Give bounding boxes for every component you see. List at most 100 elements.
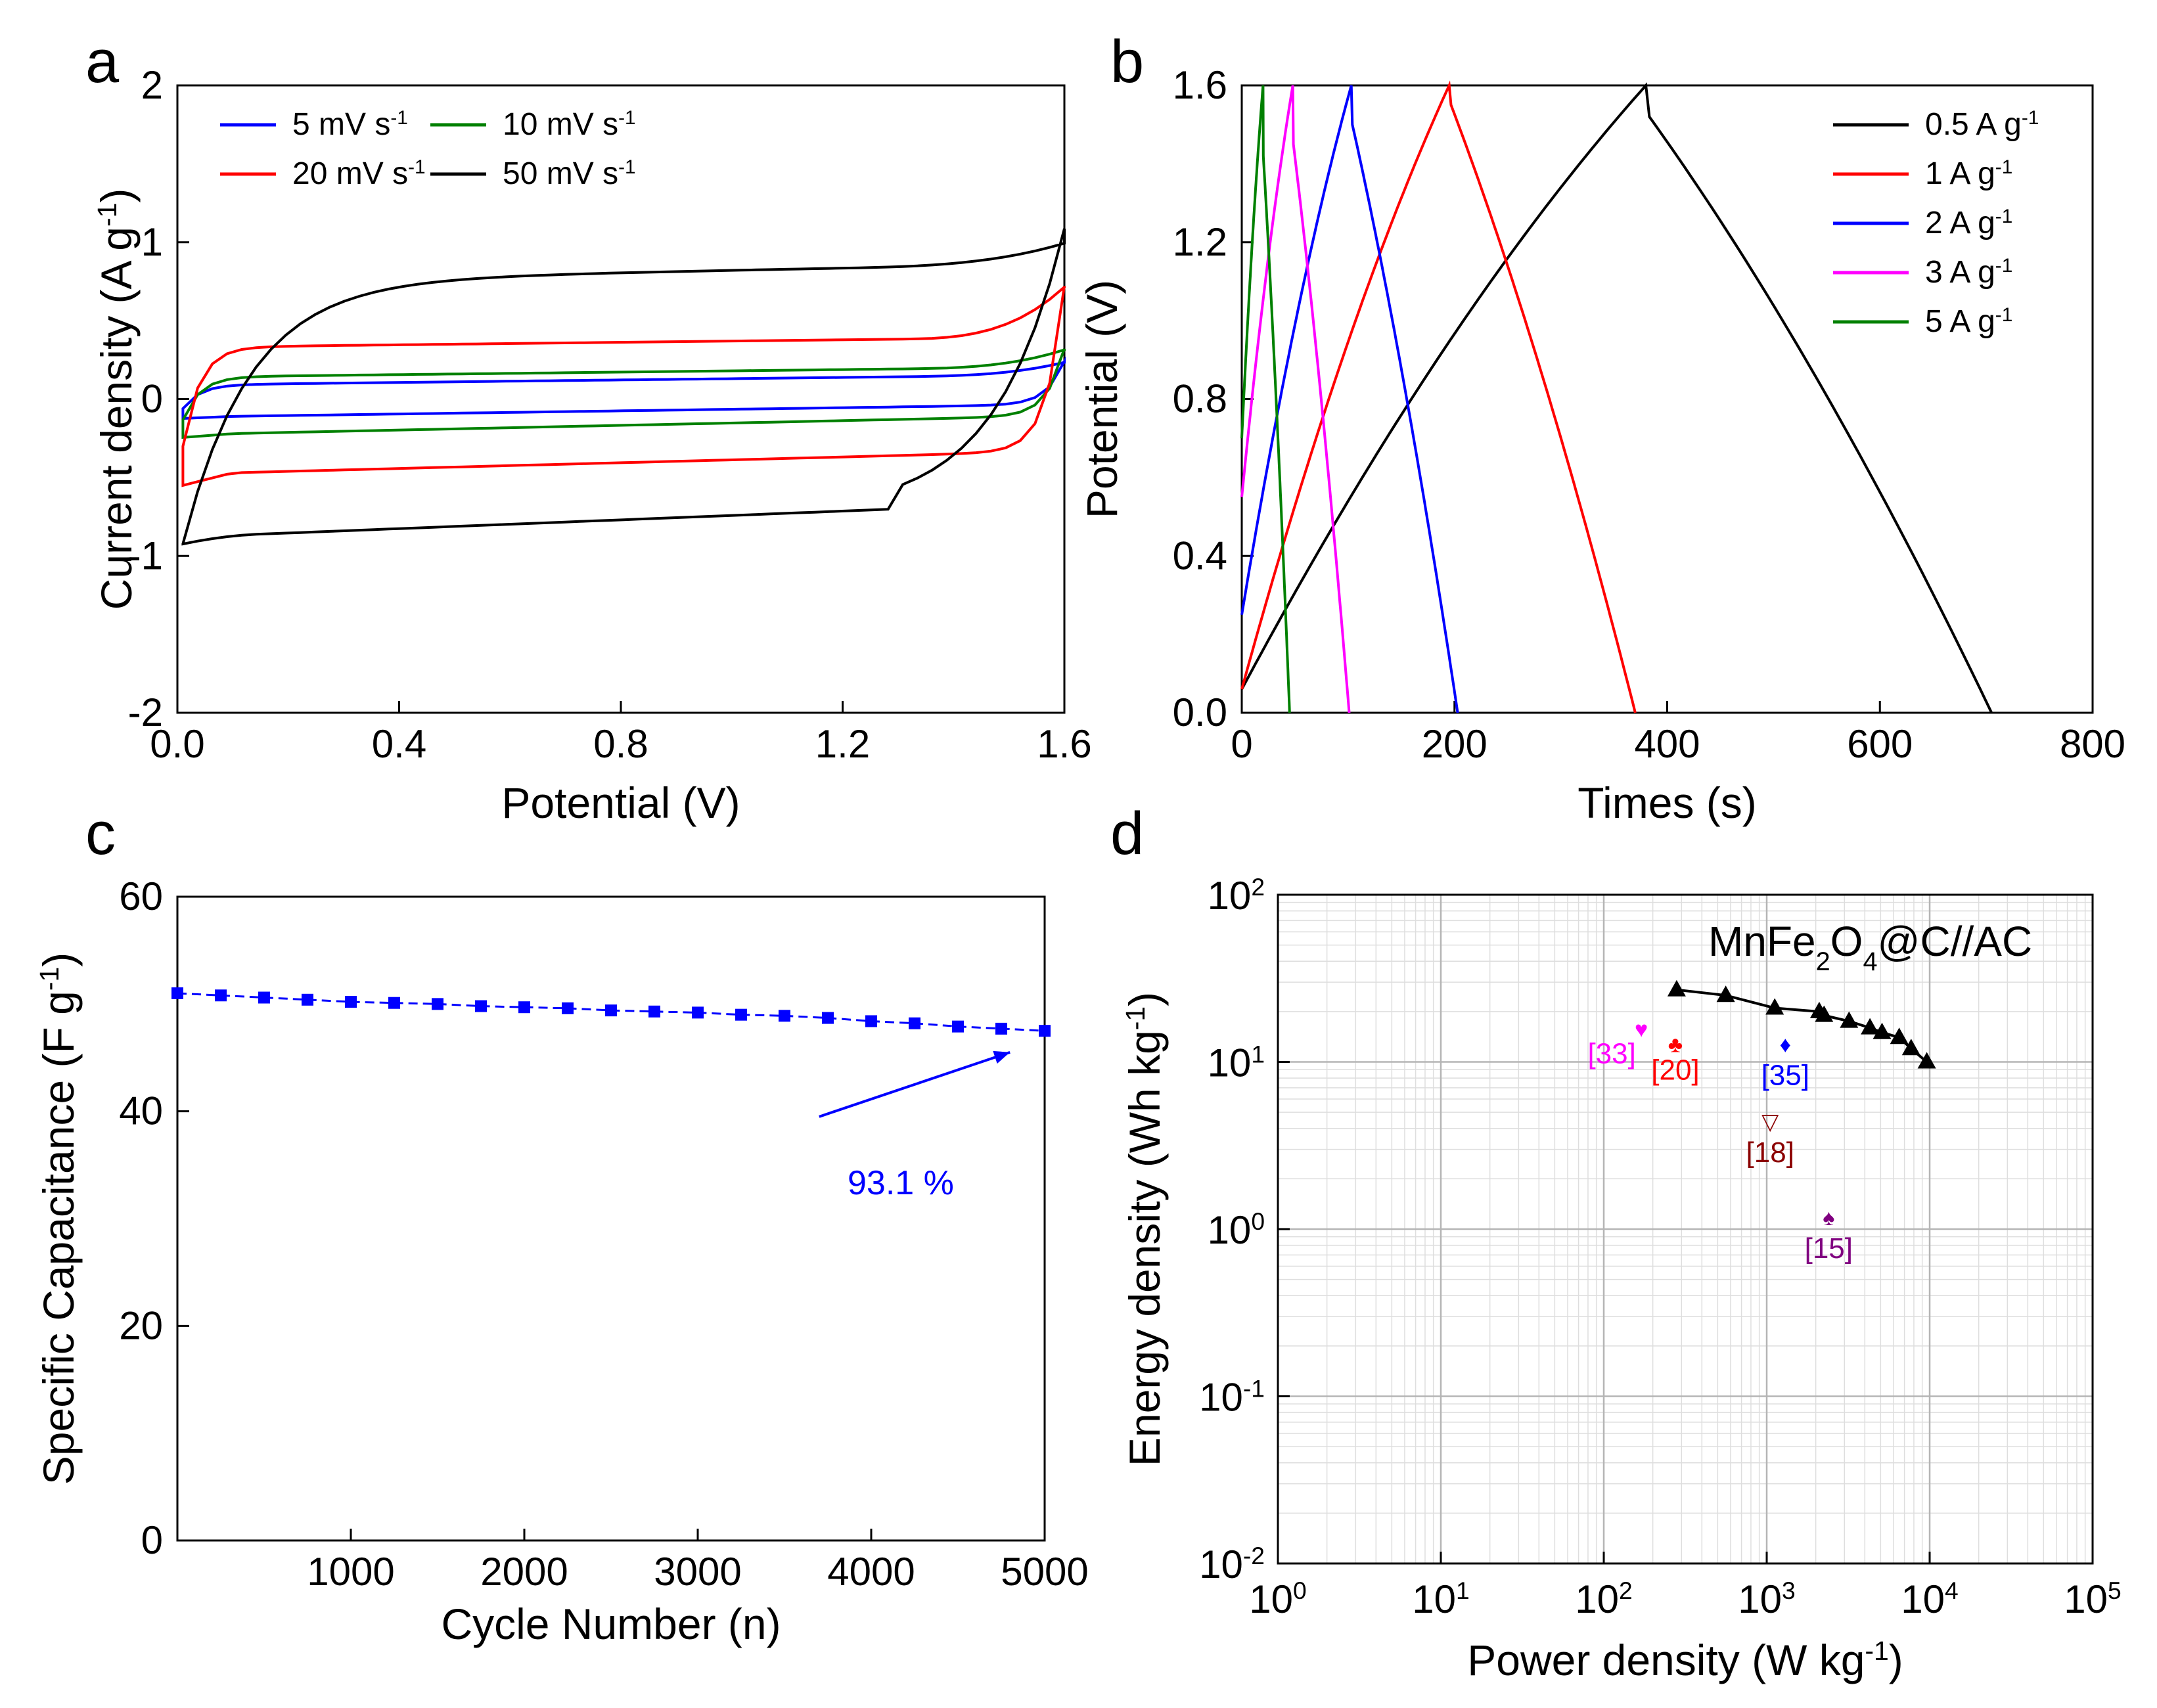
panel-c-x-tick-label: 2000: [480, 1550, 568, 1594]
panel-c-data-point: [995, 1022, 1007, 1035]
panel-d-y-tick-label: 10-1: [1199, 1375, 1265, 1420]
panel-a-x-tick-label: 1.6: [1037, 722, 1091, 766]
panel-d-data-point: [1815, 1005, 1834, 1022]
panel-d-reference-label: [35]: [1761, 1060, 1809, 1092]
panel-b-series-line: [1240, 82, 1993, 713]
panel-c-data-point: [865, 1015, 877, 1027]
panel-c-data-point: [432, 998, 443, 1010]
panel-c-data-point: [822, 1012, 834, 1024]
panel-a-legend: 5 mV s-1 10 mV s-1 20 mV s-1 50 mV s-1: [220, 107, 636, 192]
panel-b-legend-label: 0.5 A g-1: [1925, 107, 2039, 143]
panel-d-data-point: [1716, 985, 1735, 1002]
panel-a-x-tick-label: 0.4: [372, 722, 426, 766]
panel-d-reference-marker: ▽: [1761, 1110, 1779, 1135]
panel-c-data-point: [518, 1001, 530, 1014]
panel-a-legend-label: 20 mV s-1: [292, 156, 426, 192]
panel-b-y-tick-label: 1.6: [1173, 63, 1227, 107]
panel-b-x-tick-label: 200: [1422, 722, 1487, 766]
panel-c-data-point: [692, 1006, 704, 1019]
panel-a-legend-label: 50 mV s-1: [503, 156, 636, 192]
panel-c-x-axis-label: Cycle Number (n): [441, 1600, 781, 1648]
panel-a-series-line: [181, 286, 1066, 487]
panel-d-data-point: [1901, 1039, 1920, 1056]
panel-a-chart: 0.0 0.4 0.8 1.2 1.6 -2 -1 0 1 2 Potential (V) Curre…: [92, 63, 1092, 827]
panel-d-reference-marker: ♦: [1780, 1033, 1791, 1058]
panel-b-x-axis-label: Times (s): [1578, 778, 1757, 827]
panel-c-data-point: [952, 1020, 964, 1033]
panel-b-y-tick-label: 0.0: [1173, 690, 1227, 734]
panel-d-reference-marker: ♣: [1668, 1033, 1683, 1058]
panel-d-reference-label: [18]: [1746, 1136, 1794, 1169]
panel-b-y-axis-label: Potential (V): [1078, 280, 1126, 518]
panel-b-legend-label: 1 A g-1: [1925, 156, 2012, 192]
panel-c-data-point: [215, 989, 227, 1002]
panel-c-y-tick-label: 0: [141, 1518, 163, 1562]
panel-a-y-tick-label: -1: [128, 533, 163, 577]
panel-b-x-tick-label: 600: [1847, 722, 1913, 766]
panel-d-y-tick-label: 101: [1208, 1041, 1265, 1085]
panel-c-data-point: [258, 991, 270, 1004]
panel-a-y-tick-label: 2: [141, 63, 163, 107]
panel-a-legend-label: 10 mV s-1: [503, 107, 636, 143]
panel-d-reference-label: [33]: [1587, 1038, 1635, 1070]
panel-d-y-tick-label: 100: [1208, 1207, 1265, 1252]
panel-a-y-tick-label: -2: [128, 690, 163, 734]
panel-c-data-point: [735, 1008, 747, 1021]
panel-d-y-axis-label: Energy density (Wh kg-1): [1120, 992, 1169, 1466]
panel-b-y-tick-label: 0.4: [1173, 533, 1227, 577]
panel-letter-d: d: [1110, 800, 1144, 867]
panel-d-series-line: [1676, 988, 1928, 1064]
panel-a-series-line: [181, 228, 1066, 546]
panel-a-x-tick-label: 1.2: [815, 722, 870, 766]
panel-b-series-line: [1240, 85, 1351, 713]
panel-c-y-tick-label: 60: [119, 874, 163, 918]
panel-b-x-tick-label: 800: [2060, 722, 2125, 766]
panel-b-legend: 0.5 A g-1 1 A g-1 2 A g-1 3 A g-1 5 A g-1: [1833, 107, 2039, 339]
panel-b-legend-label: 3 A g-1: [1925, 255, 2012, 290]
panel-b-chart: 0 200 400 600 800 0.0 0.4 0.8 1.2 1.6 Times (s) Pot…: [1078, 63, 2125, 827]
panel-c-data-point: [779, 1010, 790, 1022]
panel-d-data-point: [1840, 1011, 1859, 1028]
panel-c-data-point: [605, 1004, 617, 1017]
panel-d-x-tick-label: 103: [1738, 1577, 1795, 1621]
panel-c-data-point: [1039, 1025, 1051, 1037]
panel-c-y-tick-label: 20: [119, 1303, 163, 1347]
panel-b-series-line: [1240, 80, 1637, 713]
panel-c-y-tick-label: 40: [119, 1089, 163, 1133]
panel-a-series-line: [181, 348, 1066, 439]
panel-d-data-point: [1917, 1052, 1936, 1069]
panel-a-y-axis-label: Current density (A g-1): [92, 189, 141, 610]
panel-a-series-line: [181, 356, 1066, 420]
panel-d-x-tick-label: 101: [1412, 1577, 1469, 1621]
panel-c-data-point: [171, 987, 183, 999]
panel-d-x-tick-label: 100: [1249, 1577, 1306, 1621]
panel-c-chart: 1000 2000 3000 4000 5000 0 20 40 60 Cycle Number …: [34, 874, 1089, 1648]
panel-d-x-tick-label: 104: [1901, 1577, 1958, 1621]
panel-d-data-point: [1765, 998, 1784, 1015]
panel-d-data-point: [1861, 1018, 1880, 1035]
panel-d-reference-marker: ♥: [1635, 1018, 1648, 1043]
panel-c-data-point: [562, 1002, 574, 1014]
panel-d-reference-marker: ♠: [1823, 1205, 1834, 1230]
panel-c-annotation-arrow: [819, 1050, 1010, 1118]
panel-c-plot-frame: [176, 895, 1046, 1542]
panel-c-annotation-arrowhead: [993, 1050, 1010, 1064]
panel-c-x-tick-label: 5000: [1001, 1550, 1088, 1594]
panel-a-y-tick-label: 0: [141, 377, 163, 421]
panel-b-legend-label: 2 A g-1: [1925, 206, 2012, 241]
panel-b-x-tick-label: 400: [1634, 722, 1700, 766]
panel-c-data-point: [302, 993, 313, 1006]
panel-c-y-axis-label: Specific Capacitance (F g-1): [34, 953, 83, 1485]
panel-d-x-axis-label: Power density (W kg-1): [1467, 1636, 1903, 1684]
panel-a-y-tick-label: 1: [141, 220, 163, 264]
panel-b-series-line: [1240, 85, 1291, 713]
panel-a-x-axis-label: Potential (V): [501, 778, 740, 827]
panel-c-annotation-text: 93.1 %: [848, 1164, 954, 1202]
panel-c-x-tick-label: 4000: [827, 1550, 915, 1594]
panel-d-series-title: MnFe2O4@C//AC: [1708, 918, 2032, 976]
panel-letter-c: c: [85, 800, 116, 867]
panel-d-data-point: [1667, 979, 1686, 997]
panel-a-x-tick-label: 0.0: [150, 722, 204, 766]
panel-d-y-tick-label: 10-2: [1199, 1542, 1265, 1586]
panel-d-data-point: [1873, 1022, 1892, 1039]
